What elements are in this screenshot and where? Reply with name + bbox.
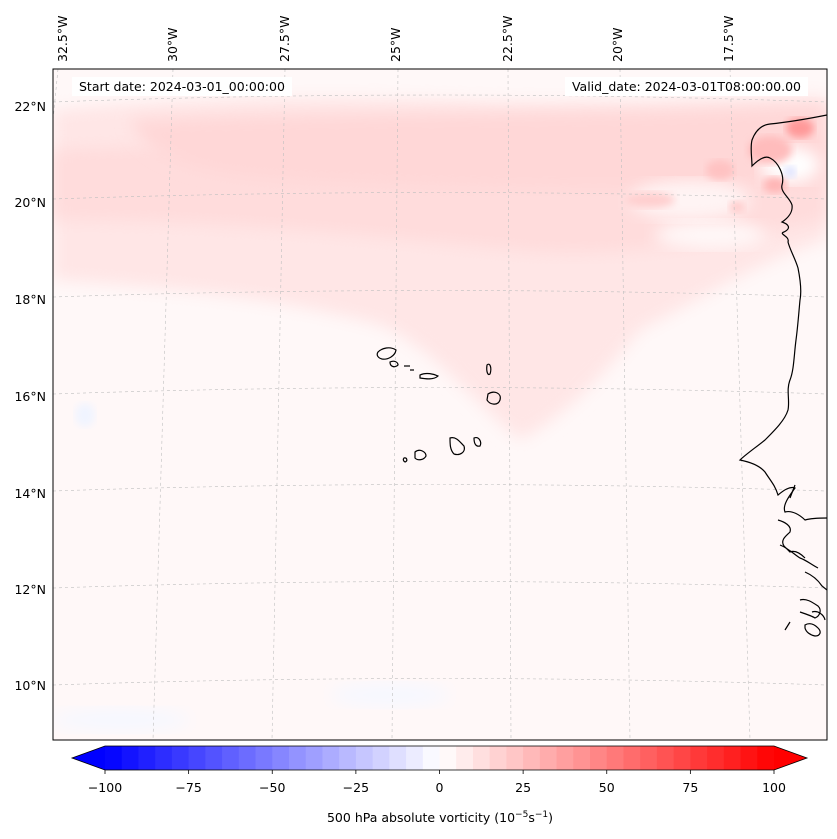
- map-frame: [52, 68, 828, 741]
- colorbar-segment: [238, 746, 257, 770]
- colorbar-max-extension: [774, 746, 807, 770]
- colorbar-segment: [623, 746, 641, 770]
- colorbar-segment: [355, 746, 374, 770]
- colorbar-segment: [723, 746, 742, 770]
- colorbar-segment: [489, 746, 507, 770]
- colorbar-segment: [389, 746, 407, 770]
- colorbar-segment: [205, 746, 223, 770]
- lon-label: 32.5°W: [55, 16, 70, 62]
- colorbar-segment: [506, 746, 524, 770]
- valid-date-label: Valid_date: 2024-03-01T08:00:00.00: [564, 77, 808, 96]
- latitude-labels: 22°N 20°N 18°N 16°N 14°N 12°N 10°N: [14, 99, 46, 693]
- graticule: [53, 69, 827, 740]
- colorbar-segments: [105, 746, 775, 770]
- colorbar-segment: [222, 746, 240, 770]
- colorbar-segment: [740, 746, 758, 770]
- colorbar-segment: [188, 746, 206, 770]
- colorbar-segment: [690, 746, 708, 770]
- island-sao-vicente: [389, 360, 399, 368]
- colorbar-segment: [707, 746, 725, 770]
- colorbar-segment: [439, 746, 457, 770]
- colorbar-tick-label: −25: [343, 780, 369, 795]
- island-fogo: [414, 449, 427, 461]
- colorbar-segment: [372, 746, 390, 770]
- island-santiago: [449, 437, 465, 456]
- lat-label: 18°N: [14, 292, 46, 307]
- colorbar-segment: [539, 746, 558, 770]
- colorbar-segment: [422, 746, 441, 770]
- lon-label: 30°W: [165, 27, 180, 62]
- island-sal: [486, 363, 492, 376]
- lat-label: 14°N: [14, 486, 46, 501]
- island-brava: [402, 457, 408, 463]
- colorbar-segment: [322, 746, 340, 770]
- colorbar-segment: [155, 746, 173, 770]
- colorbar-segment: [121, 746, 140, 770]
- colorbar-tick-label: −100: [88, 780, 122, 795]
- colorbar-tick-label: −75: [175, 780, 201, 795]
- lon-label: 17.5°W: [721, 16, 736, 62]
- colorbar-tick-label: 50: [599, 780, 615, 795]
- colorbar-tick-label: −50: [259, 780, 285, 795]
- coastline: [376, 114, 827, 637]
- africa-coastline: [738, 114, 827, 521]
- colorbar-segment: [590, 746, 608, 770]
- colorbar-segment: [656, 746, 675, 770]
- colorbar-segment: [556, 746, 574, 770]
- lat-label: 22°N: [14, 99, 46, 114]
- lat-label: 20°N: [14, 195, 46, 210]
- colorbar-segment: [171, 746, 190, 770]
- start-date-label: Start date: 2024-03-01_00:00:00: [72, 77, 292, 96]
- colorbar-tick-label: 0: [436, 780, 444, 795]
- colorbar-segment: [305, 746, 324, 770]
- island-boa-vista: [486, 391, 501, 405]
- colorbar-label: 500 hPa absolute vorticity (10−5s−1): [327, 810, 553, 825]
- colorbar-tick-label: 25: [515, 780, 531, 795]
- island-maio: [473, 437, 482, 447]
- lat-label: 12°N: [14, 582, 46, 597]
- vorticity-field: [53, 69, 827, 740]
- colorbar-segment: [255, 746, 273, 770]
- colorbar-tick-label: 100: [762, 780, 786, 795]
- colorbar-tick-label: 75: [682, 780, 698, 795]
- colorbar-segment: [640, 746, 658, 770]
- colorbar-ticks: −100 −75 −50 −25 0 25 50 75 100: [88, 770, 786, 795]
- lon-label: 22.5°W: [500, 16, 515, 62]
- colorbar-segment: [757, 746, 775, 770]
- island-sao-nicolau: [419, 372, 440, 380]
- colorbar-segment: [288, 746, 307, 770]
- island-santo-antao: [376, 347, 397, 360]
- colorbar: −100 −75 −50 −25 0 25 50 75 100 500 hPa absolute…: [70, 745, 809, 825]
- longitude-labels: 32.5°W 30°W 27.5°W 25°W 22.5°W 20°W 17.5…: [55, 16, 736, 62]
- colorbar-segment: [573, 746, 591, 770]
- colorbar-min-extension: [72, 746, 105, 770]
- lon-label: 25°W: [388, 27, 403, 62]
- colorbar-segment: [406, 746, 424, 770]
- colorbar-segment: [339, 746, 357, 770]
- colorbar-segment: [523, 746, 541, 770]
- lat-label: 16°N: [14, 389, 46, 404]
- colorbar-segment: [456, 746, 474, 770]
- colorbar-segment: [472, 746, 491, 770]
- colorbar-segment: [606, 746, 625, 770]
- lon-label: 20°W: [610, 27, 625, 62]
- colorbar-segment: [105, 746, 123, 770]
- colorbar-segment: [673, 746, 691, 770]
- lat-label: 10°N: [14, 678, 46, 693]
- lon-label: 27.5°W: [277, 16, 292, 62]
- colorbar-segment: [272, 746, 290, 770]
- colorbar-segment: [138, 746, 156, 770]
